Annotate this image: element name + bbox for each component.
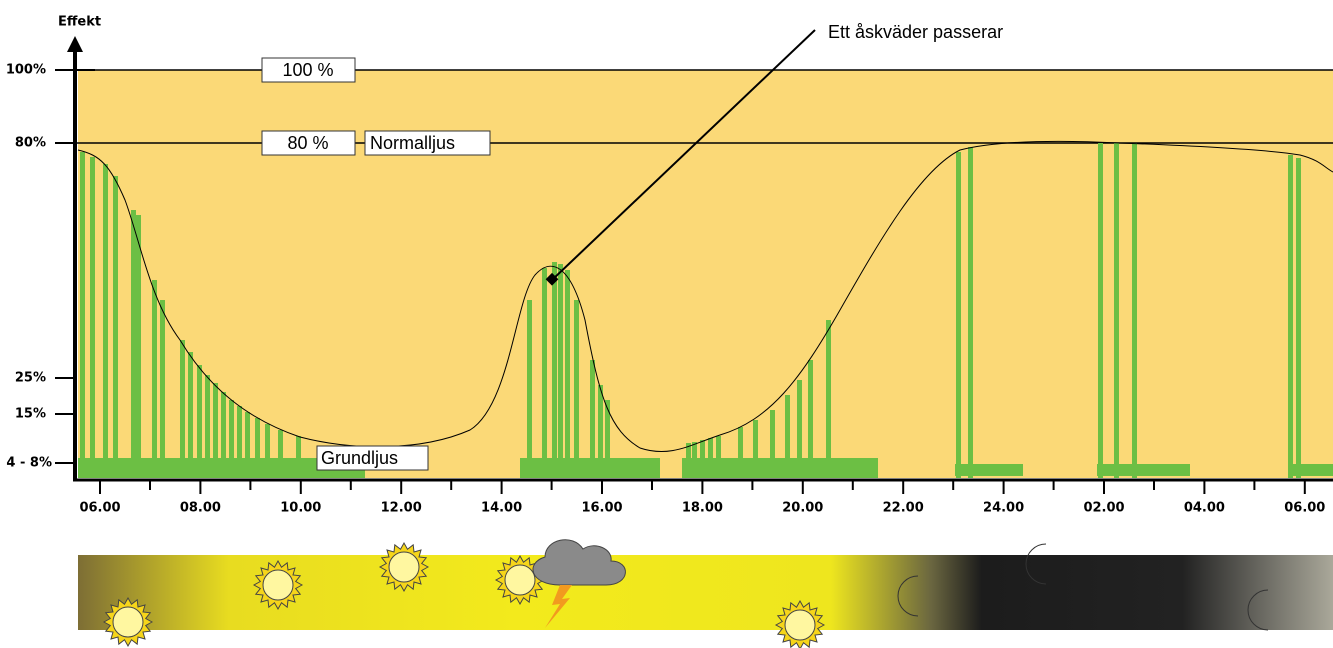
sun-core: [785, 610, 815, 640]
level-label: 100 %: [282, 60, 333, 80]
page: {"y_axis": {"title": "Effekt", "labels":…: [0, 0, 1333, 648]
pulse: [1296, 158, 1301, 478]
x-label: 24.00: [983, 501, 1024, 516]
pulse: [542, 268, 547, 478]
pulse: [103, 164, 108, 478]
x-label: 14.00: [481, 501, 522, 516]
pulse: [826, 320, 831, 478]
sun-core: [389, 552, 419, 582]
y-label: 25%: [15, 371, 46, 386]
pulse: [558, 264, 563, 478]
x-label: 22.00: [883, 501, 924, 516]
pulse: [956, 152, 961, 478]
x-label: 06.00: [1284, 501, 1325, 516]
x-label: 18.00: [682, 501, 723, 516]
pulse: [113, 176, 118, 478]
x-ticks: [100, 480, 1305, 494]
x-label: 04.00: [1184, 501, 1225, 516]
x-label: 20.00: [782, 501, 823, 516]
x-label: 12.00: [381, 501, 422, 516]
y-label: 4 - 8%: [6, 456, 52, 471]
diagram: Effekt 100% 80% 25% 15% 4 - 8% 100 % 80 …: [0, 0, 1333, 648]
pulse: [565, 270, 570, 478]
x-label: 06.00: [79, 501, 120, 516]
y-label: 100%: [6, 63, 46, 78]
pulse: [152, 280, 157, 478]
pulse: [80, 152, 85, 478]
y-label: 80%: [15, 136, 46, 151]
sun-core: [505, 565, 535, 595]
x-label: 10.00: [280, 501, 321, 516]
x-label: 08.00: [180, 501, 221, 516]
base-label: Grundljus: [321, 448, 398, 468]
x-label: 02.00: [1083, 501, 1124, 516]
pulse: [136, 215, 141, 478]
pulse: [1098, 143, 1103, 478]
pulse: [1114, 143, 1119, 478]
level-label: 80 %: [287, 133, 328, 153]
y-label: 15%: [15, 407, 46, 422]
sun-core: [263, 570, 293, 600]
pulse: [131, 210, 136, 478]
x-label: 16.00: [581, 501, 622, 516]
pulse: [160, 300, 165, 478]
pulse: [574, 300, 579, 478]
pulse: [1288, 155, 1293, 478]
pulse: [527, 300, 532, 478]
pulse: [552, 262, 557, 478]
pulse: [1132, 143, 1137, 478]
y-arrow: [67, 36, 83, 52]
y-axis-title: Effekt: [58, 15, 101, 30]
annotation: Ett åskväder passerar: [828, 22, 1003, 42]
pulse: [180, 340, 185, 478]
pulse: [90, 157, 95, 478]
normal-label: Normalljus: [370, 133, 455, 153]
pulse: [968, 147, 973, 478]
sun-core: [113, 607, 143, 637]
